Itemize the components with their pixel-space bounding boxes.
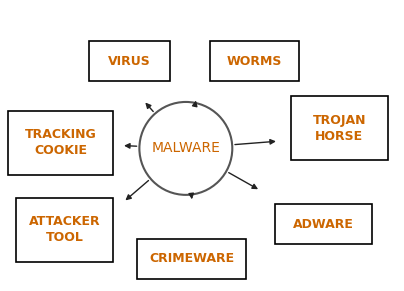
Text: TROJAN
HORSE: TROJAN HORSE — [313, 113, 366, 143]
Text: VIRUS: VIRUS — [108, 55, 151, 68]
FancyBboxPatch shape — [8, 111, 113, 175]
FancyBboxPatch shape — [89, 41, 170, 81]
Text: WORMS: WORMS — [227, 55, 282, 68]
Text: MALWARE: MALWARE — [152, 141, 220, 155]
Text: CRIMEWARE: CRIMEWARE — [149, 253, 234, 265]
Text: ATTACKER
TOOL: ATTACKER TOOL — [29, 215, 101, 244]
FancyBboxPatch shape — [210, 41, 299, 81]
FancyBboxPatch shape — [137, 239, 246, 279]
FancyBboxPatch shape — [16, 198, 113, 262]
Text: ADWARE: ADWARE — [293, 218, 354, 230]
FancyBboxPatch shape — [291, 96, 388, 160]
Text: TRACKING
COOKIE: TRACKING COOKIE — [25, 128, 97, 157]
FancyBboxPatch shape — [275, 204, 372, 244]
